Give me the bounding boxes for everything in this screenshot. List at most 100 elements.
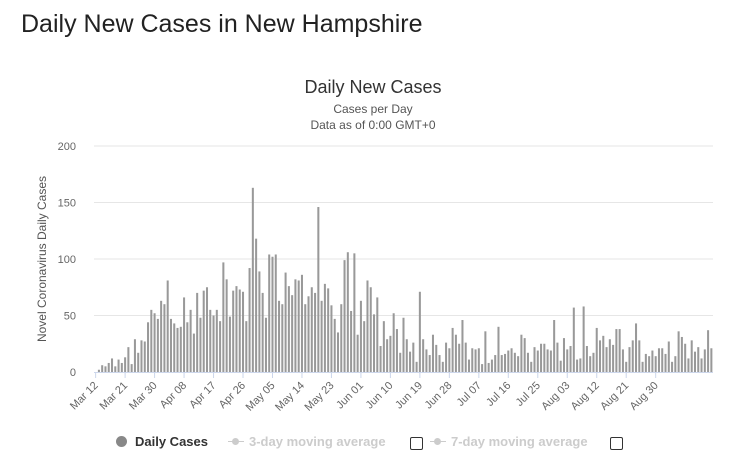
bar[interactable]	[111, 358, 114, 372]
bar[interactable]	[690, 340, 693, 372]
bar[interactable]	[330, 305, 333, 372]
bar[interactable]	[395, 329, 398, 372]
bar[interactable]	[238, 289, 241, 372]
checkbox-7-day-average[interactable]	[610, 437, 623, 450]
bar[interactable]	[291, 295, 294, 372]
bar[interactable]	[621, 349, 624, 372]
bar[interactable]	[189, 309, 192, 372]
bar[interactable]	[268, 254, 271, 372]
bar[interactable]	[507, 350, 510, 372]
bar[interactable]	[615, 329, 618, 372]
bar[interactable]	[251, 187, 254, 372]
bar[interactable]	[353, 253, 356, 372]
bar[interactable]	[386, 339, 389, 372]
bar[interactable]	[205, 287, 209, 372]
bar[interactable]	[585, 346, 588, 372]
bar[interactable]	[376, 297, 379, 372]
bar[interactable]	[654, 356, 657, 372]
bar[interactable]	[431, 334, 434, 372]
bar[interactable]	[546, 349, 549, 372]
bar[interactable]	[202, 290, 205, 372]
bar[interactable]	[562, 338, 565, 372]
bar[interactable]	[97, 369, 100, 372]
bar[interactable]	[566, 349, 569, 372]
bar[interactable]	[602, 335, 605, 372]
legend-item-7-day-average[interactable]: 7-day moving average	[430, 434, 588, 449]
bar[interactable]	[228, 316, 231, 372]
bar[interactable]	[350, 310, 353, 372]
bar[interactable]	[684, 343, 687, 372]
bar[interactable]	[598, 340, 602, 372]
bar[interactable]	[628, 347, 631, 372]
bar[interactable]	[405, 339, 408, 372]
bar[interactable]	[209, 309, 212, 372]
bar[interactable]	[517, 356, 520, 372]
bar[interactable]	[494, 355, 497, 372]
bar[interactable]	[120, 362, 123, 372]
bar[interactable]	[569, 346, 572, 372]
bar[interactable]	[143, 341, 146, 372]
bar[interactable]	[471, 348, 474, 372]
bar[interactable]	[346, 252, 349, 372]
bar[interactable]	[399, 352, 402, 372]
bar[interactable]	[530, 361, 533, 372]
bar[interactable]	[536, 350, 539, 372]
bar[interactable]	[549, 350, 552, 372]
bar[interactable]	[104, 366, 107, 372]
bar[interactable]	[258, 271, 261, 372]
bar[interactable]	[130, 364, 133, 372]
bar[interactable]	[284, 272, 287, 372]
bar[interactable]	[487, 362, 490, 372]
bar[interactable]	[510, 348, 513, 372]
bar[interactable]	[592, 352, 595, 372]
bar[interactable]	[215, 309, 218, 372]
bar[interactable]	[664, 353, 667, 372]
bar[interactable]	[379, 346, 382, 372]
bar[interactable]	[373, 314, 376, 372]
bar[interactable]	[235, 286, 238, 372]
bar[interactable]	[661, 348, 664, 372]
bar[interactable]	[523, 338, 526, 372]
bar[interactable]	[448, 348, 451, 372]
bar[interactable]	[677, 331, 680, 372]
bar[interactable]	[323, 283, 326, 372]
bar[interactable]	[467, 359, 471, 372]
bar[interactable]	[314, 292, 317, 372]
bar[interactable]	[674, 356, 677, 372]
bar[interactable]	[402, 317, 405, 372]
bar[interactable]	[608, 339, 611, 372]
bar[interactable]	[156, 318, 159, 372]
bar[interactable]	[526, 352, 529, 372]
bar[interactable]	[317, 207, 320, 372]
bar[interactable]	[441, 361, 444, 372]
bar[interactable]	[687, 358, 690, 372]
bar[interactable]	[281, 304, 284, 372]
bar[interactable]	[612, 344, 615, 372]
bar[interactable]	[255, 238, 258, 372]
bar[interactable]	[631, 340, 634, 372]
bar[interactable]	[199, 317, 202, 372]
bar[interactable]	[232, 290, 235, 372]
bar[interactable]	[589, 356, 592, 372]
bar[interactable]	[176, 327, 179, 372]
bar[interactable]	[464, 342, 467, 372]
bar[interactable]	[150, 309, 153, 372]
bar[interactable]	[183, 297, 186, 372]
bar[interactable]	[107, 362, 110, 372]
bar[interactable]	[651, 350, 654, 372]
bar[interactable]	[458, 343, 461, 372]
bar[interactable]	[133, 339, 136, 372]
bar[interactable]	[242, 291, 245, 372]
bar[interactable]	[359, 300, 362, 372]
bar[interactable]	[300, 274, 303, 372]
bar[interactable]	[173, 323, 176, 372]
bar[interactable]	[540, 343, 543, 372]
bar[interactable]	[520, 334, 523, 372]
bar[interactable]	[166, 280, 169, 372]
bar[interactable]	[697, 347, 700, 372]
bar[interactable]	[340, 304, 343, 372]
bar[interactable]	[140, 340, 143, 372]
bar[interactable]	[582, 306, 585, 372]
bar[interactable]	[710, 348, 713, 372]
bar[interactable]	[454, 334, 457, 372]
